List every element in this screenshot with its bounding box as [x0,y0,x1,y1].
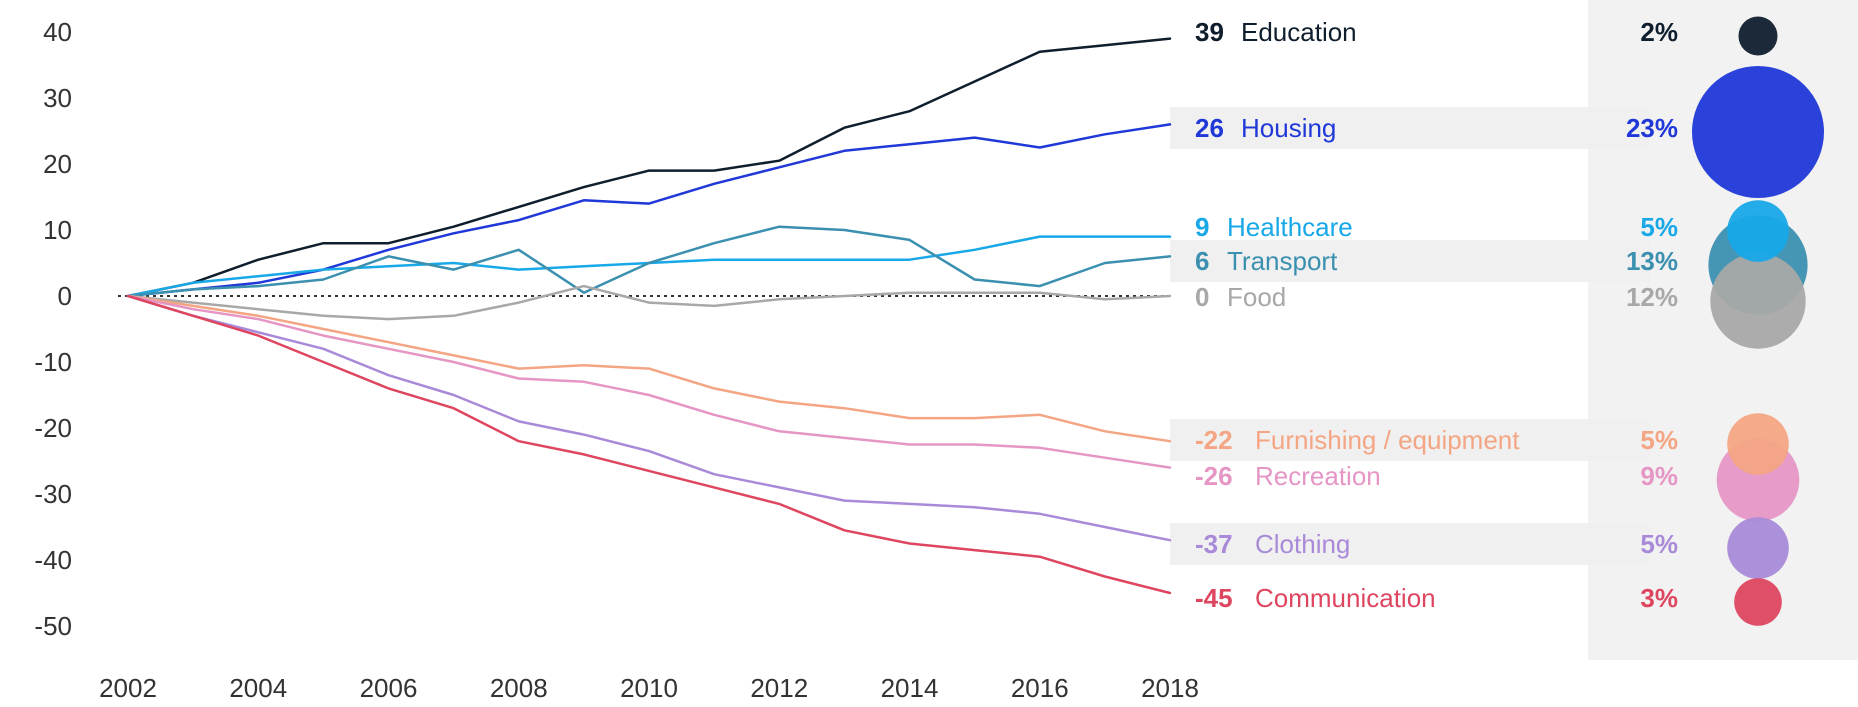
series-final-value: 26 [1195,113,1224,143]
series-line-furnishing-equipment [126,294,1172,443]
x-tick-label: 2012 [750,673,808,703]
series-share: 5% [1640,212,1678,242]
series-line-housing [126,123,1172,298]
series-final-value: 39 [1195,17,1224,47]
series-final-value: -37 [1195,529,1233,559]
share-bubble [1727,413,1789,475]
x-tick-label: 2004 [229,673,287,703]
share-bubble [1710,253,1806,349]
x-tick-label: 2010 [620,673,678,703]
series-final-value: 9 [1195,212,1209,242]
share-bubble [1727,517,1789,579]
share-bubble [1734,578,1782,626]
series-name: Healthcare [1227,212,1353,242]
label-band [1170,419,1650,461]
series-share: 5% [1640,529,1678,559]
series-line-recreation [126,294,1172,469]
series-final-value: 0 [1195,282,1209,312]
y-axis-ticks: 40 30 20 10 0 -10 -20 -30 -40 -50 [34,17,72,641]
x-tick-label: 2014 [881,673,939,703]
y-tick-label: -40 [34,545,72,575]
label-band [1170,240,1650,282]
series-name: Housing [1241,113,1336,143]
series-line-clothing [126,294,1172,542]
label-bands [1170,107,1650,565]
series-line-communication [126,294,1172,595]
series-line-healthcare [126,235,1172,298]
x-tick-label: 2002 [99,673,157,703]
y-tick-label: -20 [34,413,72,443]
label-band [1170,107,1650,149]
series-final-value: -45 [1195,583,1233,613]
series-name: Food [1227,282,1286,312]
y-tick-label: 20 [43,149,72,179]
series-name: Furnishing / equipment [1255,425,1520,455]
y-tick-label: 40 [43,17,72,47]
series-share: 23% [1626,113,1678,143]
series-end-labels: 39 Education 2% 26 Housing 23% 9 Healthcare 5% 6 T… [1195,17,1678,613]
x-tick-label: 2018 [1141,673,1199,703]
y-tick-label: 0 [58,281,72,311]
series-share: 5% [1640,425,1678,455]
series-final-value: 6 [1195,246,1209,276]
series-name: Communication [1255,583,1436,613]
x-tick-label: 2008 [490,673,548,703]
series-share: 9% [1640,461,1678,491]
series-name: Recreation [1255,461,1381,491]
series-final-value: -26 [1195,461,1233,491]
share-bubble [1692,66,1824,198]
y-tick-label: -50 [34,611,72,641]
series-share: 2% [1640,17,1678,47]
series-line-food [126,284,1172,321]
y-tick-label: 30 [43,83,72,113]
y-tick-label: -10 [34,347,72,377]
series-lines [126,37,1172,595]
y-tick-label: 10 [43,215,72,245]
series-name: Transport [1227,246,1338,276]
x-tick-label: 2006 [360,673,418,703]
series-name: Clothing [1255,529,1350,559]
share-bubbles [1692,16,1824,626]
label-band [1170,523,1650,565]
share-bubble [1727,200,1789,262]
series-share: 3% [1640,583,1678,613]
share-bubble [1738,16,1778,56]
series-line-transport [126,225,1172,298]
x-tick-label: 2016 [1011,673,1069,703]
series-name: Education [1241,17,1357,47]
x-axis-ticks: 2002 2004 2006 2008 2010 2012 2014 2016 2018 [99,673,1199,703]
y-tick-label: -30 [34,479,72,509]
series-final-value: -22 [1195,425,1233,455]
series-line-education [126,37,1172,298]
series-share: 12% [1626,282,1678,312]
series-share: 13% [1626,246,1678,276]
